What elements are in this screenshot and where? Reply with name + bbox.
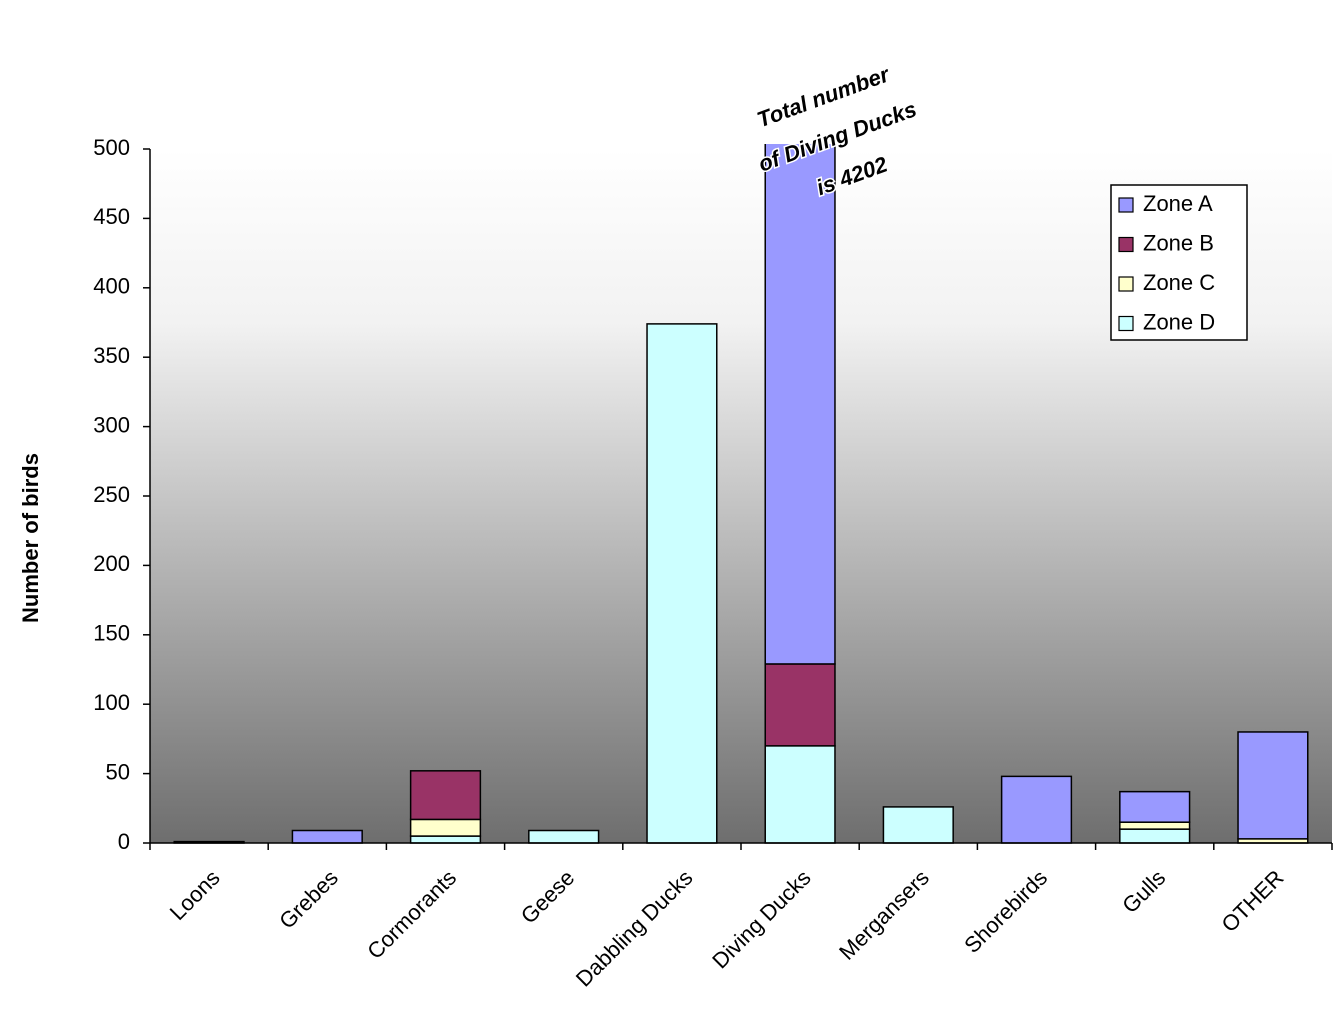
legend-swatch — [1118, 276, 1134, 292]
bar-segment — [409, 835, 482, 844]
bar-segment — [409, 770, 482, 821]
bar-segment — [1119, 828, 1191, 844]
bar-segment — [528, 829, 600, 844]
legend-label: Zone B — [1143, 230, 1214, 255]
y-tick-label: 200 — [93, 551, 130, 576]
legend-label: Zone C — [1143, 270, 1215, 295]
legend-swatch — [1118, 236, 1134, 253]
bar-segment — [764, 663, 836, 747]
x-tick-label: Cormorants — [362, 865, 461, 964]
bar-segment — [646, 323, 718, 844]
legend-label: Zone A — [1143, 191, 1213, 216]
y-tick-label: 0 — [118, 829, 130, 854]
y-tick-label: 150 — [93, 621, 130, 646]
y-tick-label: 100 — [93, 690, 130, 715]
bar-segment — [291, 829, 363, 844]
legend-swatch — [1118, 315, 1134, 332]
y-tick-label: 500 — [93, 135, 130, 160]
x-tick-label: Shorebirds — [959, 865, 1052, 958]
x-tick-label: Loons — [165, 865, 225, 925]
legend-label: Zone D — [1143, 309, 1215, 334]
x-tick-label: OTHER — [1216, 865, 1288, 937]
y-tick-label: 250 — [93, 482, 130, 507]
y-tick-label: 400 — [93, 274, 130, 299]
bar-segment — [764, 745, 836, 844]
legend-box — [1110, 184, 1248, 341]
x-tick-label: Dabbling Ducks — [571, 865, 698, 992]
x-tick-label: Diving Ducks — [707, 865, 815, 973]
bars — [173, 144, 1309, 844]
x-tick-label: Mergansers — [834, 865, 934, 965]
bar-segment — [882, 806, 954, 844]
legend-swatch — [1118, 197, 1134, 213]
bar-segment — [1000, 775, 1073, 844]
y-tick-label: 450 — [93, 204, 130, 229]
y-tick-label: 300 — [93, 412, 130, 437]
bar-segment — [1119, 821, 1191, 830]
x-tick-label: Grebes — [274, 865, 343, 934]
x-tick-label: Geese — [516, 865, 580, 929]
bar-segment — [409, 818, 482, 837]
bar-segment — [1237, 731, 1309, 840]
y-tick-label: 350 — [93, 343, 130, 368]
x-tick-label: Gulls — [1117, 865, 1170, 918]
y-tick-label: 50 — [106, 759, 130, 784]
bar-segment — [764, 144, 836, 665]
y-axis-label: Number of birds — [18, 453, 43, 623]
bar-segment — [1119, 790, 1191, 823]
